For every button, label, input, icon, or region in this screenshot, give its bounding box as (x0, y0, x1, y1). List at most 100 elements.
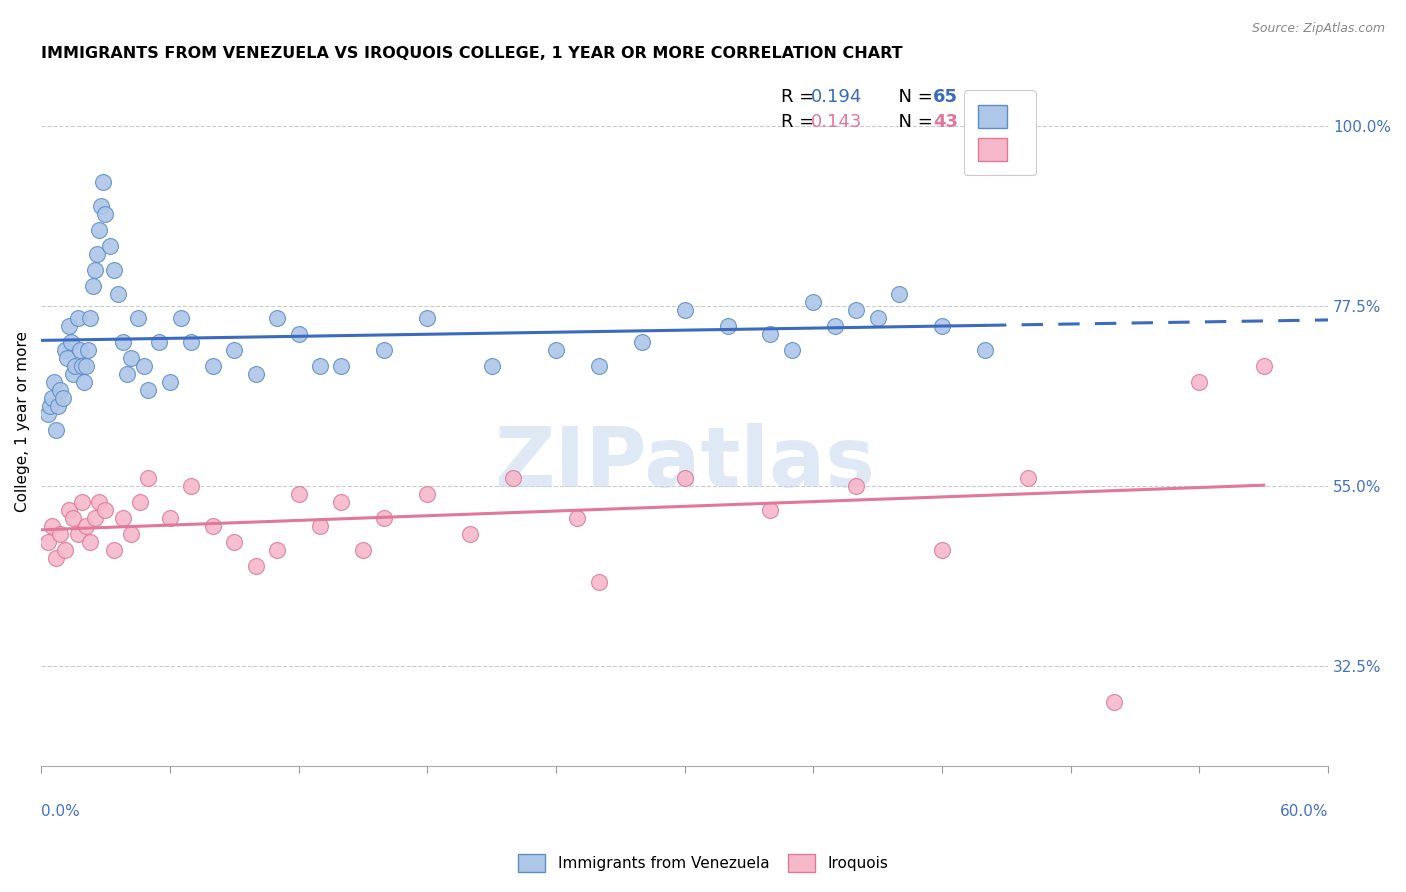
Point (588, 359, 610, 373)
Point (87, 495, 110, 509)
Text: ZIPatlas: ZIPatlas (494, 423, 875, 504)
Point (90, 199, 112, 213)
Point (245, 367, 267, 381)
Point (37, 407, 59, 421)
Point (83, 262, 105, 277)
Point (169, 310, 191, 325)
Point (759, 503, 782, 517)
Point (103, 262, 125, 277)
Point (120, 351, 142, 365)
Point (845, 302, 868, 317)
Point (287, 487, 309, 501)
Point (159, 511, 181, 525)
Point (87, 223, 110, 237)
Point (502, 471, 524, 485)
Legend: Immigrants from Venezuela, Iroquois: Immigrants from Venezuela, Iroquois (510, 846, 896, 880)
Legend: , : , (963, 90, 1036, 176)
Point (94, 503, 117, 517)
Point (107, 286, 129, 301)
Point (60, 334, 83, 349)
Point (201, 359, 224, 373)
Point (180, 334, 202, 349)
Point (266, 310, 288, 325)
Point (759, 326, 782, 341)
Point (567, 511, 589, 525)
Point (544, 343, 567, 357)
Point (73, 375, 96, 389)
Point (86, 247, 108, 261)
Point (41, 391, 63, 405)
Point (75, 359, 97, 373)
Point (801, 294, 824, 309)
Point (75, 519, 97, 533)
Point (373, 511, 395, 525)
Point (37, 535, 59, 549)
Point (45, 423, 67, 437)
Point (91, 175, 114, 189)
Point (180, 479, 202, 493)
Point (148, 334, 170, 349)
Point (120, 527, 142, 541)
Point (931, 318, 953, 333)
Point (79, 535, 101, 549)
Point (373, 343, 395, 357)
Point (866, 310, 889, 325)
Point (266, 543, 288, 558)
Point (138, 471, 160, 485)
Point (309, 519, 332, 533)
Point (111, 511, 134, 525)
Point (41, 519, 63, 533)
Text: 0.194: 0.194 (811, 88, 862, 106)
Point (132, 359, 155, 373)
Point (352, 543, 374, 558)
Text: 60.0%: 60.0% (1279, 804, 1329, 819)
Point (45, 551, 67, 566)
Point (481, 359, 503, 373)
Point (138, 383, 160, 397)
Text: Source: ZipAtlas.com: Source: ZipAtlas.com (1251, 22, 1385, 36)
Point (83, 511, 105, 525)
Point (1102, 695, 1125, 709)
Point (69, 343, 91, 357)
Point (65, 359, 87, 373)
Point (1188, 375, 1211, 389)
Point (330, 495, 353, 509)
Point (159, 375, 181, 389)
Point (780, 343, 803, 357)
Point (42, 375, 65, 389)
Point (588, 575, 610, 590)
Point (77, 343, 100, 357)
Point (38, 399, 60, 413)
Point (887, 286, 910, 301)
Point (66, 527, 89, 541)
Text: R =: R = (782, 88, 820, 106)
Text: N =: N = (887, 113, 938, 131)
Text: 43: 43 (934, 113, 957, 131)
Point (82, 278, 104, 293)
Point (309, 359, 332, 373)
Text: 0.143: 0.143 (811, 113, 862, 131)
Point (111, 334, 134, 349)
Text: R =: R = (782, 113, 820, 131)
Point (58, 503, 80, 517)
Point (58, 318, 80, 333)
Point (66, 310, 89, 325)
Point (824, 318, 846, 333)
Point (974, 343, 997, 357)
Point (630, 334, 652, 349)
Point (201, 519, 224, 533)
Point (56, 351, 79, 365)
Point (70, 359, 93, 373)
Text: 65: 65 (934, 88, 957, 106)
Point (458, 527, 481, 541)
Point (224, 343, 246, 357)
Point (245, 559, 267, 574)
Point (673, 471, 696, 485)
Point (98, 239, 121, 253)
Point (115, 367, 138, 381)
Point (716, 318, 738, 333)
Point (53, 343, 76, 357)
Point (79, 310, 101, 325)
Point (51, 391, 73, 405)
Point (1017, 471, 1039, 485)
